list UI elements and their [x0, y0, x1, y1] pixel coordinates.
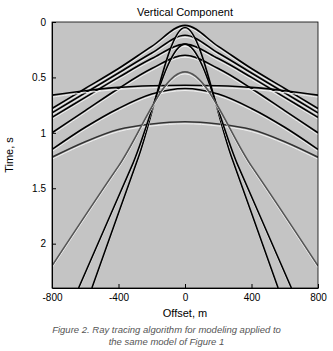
y-axis: 0 0.5 1 1.5 2 — [32, 17, 56, 289]
tick: 0.5 — [32, 72, 56, 83]
tick-mark — [252, 284, 253, 288]
event-lobe — [52, 27, 318, 110]
tick-mark — [52, 77, 56, 78]
tick-label: 0 — [40, 17, 46, 28]
tick-mark — [52, 244, 56, 245]
event-line — [52, 122, 318, 157]
event-line — [52, 89, 318, 150]
plot-frame — [52, 22, 318, 288]
tick-mark — [185, 284, 186, 288]
event-lobe — [52, 124, 318, 159]
chart: -800 -400 0 400 800 0 0.5 1 1.5 2 Vertical Compone… — [0, 0, 333, 351]
tick-label: 1.5 — [32, 183, 46, 194]
event-lobe — [92, 30, 278, 288]
x-axis-title: Offset, m — [163, 307, 207, 319]
events — [52, 25, 318, 288]
tick-label: -400 — [109, 292, 129, 303]
title: Vertical Component — [137, 6, 233, 18]
caption: the same model of Figure 1 — [109, 336, 225, 347]
tick-mark — [52, 133, 56, 134]
tick-label: 0.5 — [32, 72, 46, 83]
event-lobe — [79, 46, 292, 288]
event-line — [52, 72, 318, 266]
tick: 400 — [244, 284, 261, 303]
tick-mark — [52, 188, 56, 189]
tick-mark — [52, 22, 56, 23]
event-line — [92, 28, 278, 288]
tick: 1 — [40, 128, 56, 139]
tick: 800 — [310, 284, 327, 303]
event-lobe — [52, 74, 318, 268]
plot-background — [52, 22, 318, 288]
tick-mark — [119, 284, 120, 288]
y-axis-title: Time, s — [3, 137, 15, 173]
tick: 1.5 — [32, 183, 56, 194]
event-line — [79, 44, 292, 288]
tick-label: 400 — [244, 292, 261, 303]
axis-line — [53, 288, 319, 289]
tick-mark — [318, 284, 319, 288]
tick: -400 — [109, 284, 129, 303]
tick: 0 — [40, 17, 56, 28]
tick-label: 1 — [40, 128, 46, 139]
tick-label: 0 — [183, 292, 189, 303]
tick-label: -800 — [42, 292, 62, 303]
caption: Figure 2. Ray tracing algorithm for mode… — [52, 324, 281, 335]
tick: 0 — [183, 284, 189, 303]
tick-label: 2 — [40, 238, 46, 249]
tick: 2 — [40, 238, 56, 249]
x-axis: -800 -400 0 400 800 — [42, 284, 327, 303]
tick-label: 800 — [310, 292, 327, 303]
axis-line — [52, 23, 53, 289]
event-lobe — [52, 37, 318, 115]
